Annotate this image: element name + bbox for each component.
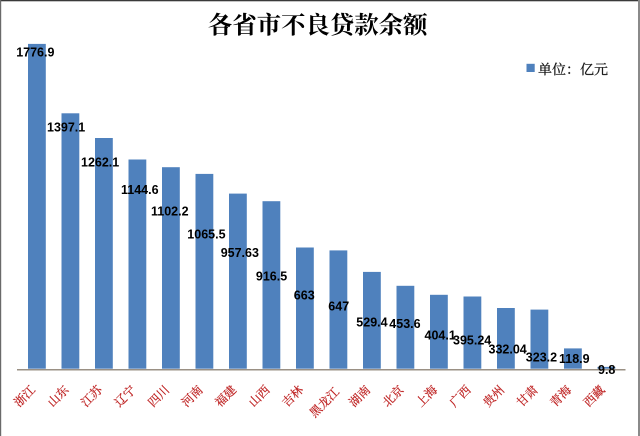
svg-text:9.8: 9.8 [598,363,615,377]
svg-text:395.24: 395.24 [453,333,491,347]
svg-text:957.63: 957.63 [221,246,259,260]
svg-text:1776.9: 1776.9 [16,45,54,59]
svg-text:404.1: 404.1 [425,328,456,342]
svg-text:323.2: 323.2 [526,351,557,365]
svg-text:453.6: 453.6 [389,317,420,331]
svg-text:1144.6: 1144.6 [121,183,159,197]
svg-text:916.5: 916.5 [256,269,287,283]
svg-text:1102.2: 1102.2 [151,205,189,219]
svg-text:529.4: 529.4 [356,315,387,329]
svg-text:118.9: 118.9 [559,352,590,366]
svg-text:1262.1: 1262.1 [81,155,119,169]
svg-text:663: 663 [294,288,315,302]
svg-text:647: 647 [328,300,349,314]
svg-text:332.04: 332.04 [489,342,527,356]
svg-text:1397.1: 1397.1 [47,120,85,134]
svg-text:1065.5: 1065.5 [187,228,225,242]
